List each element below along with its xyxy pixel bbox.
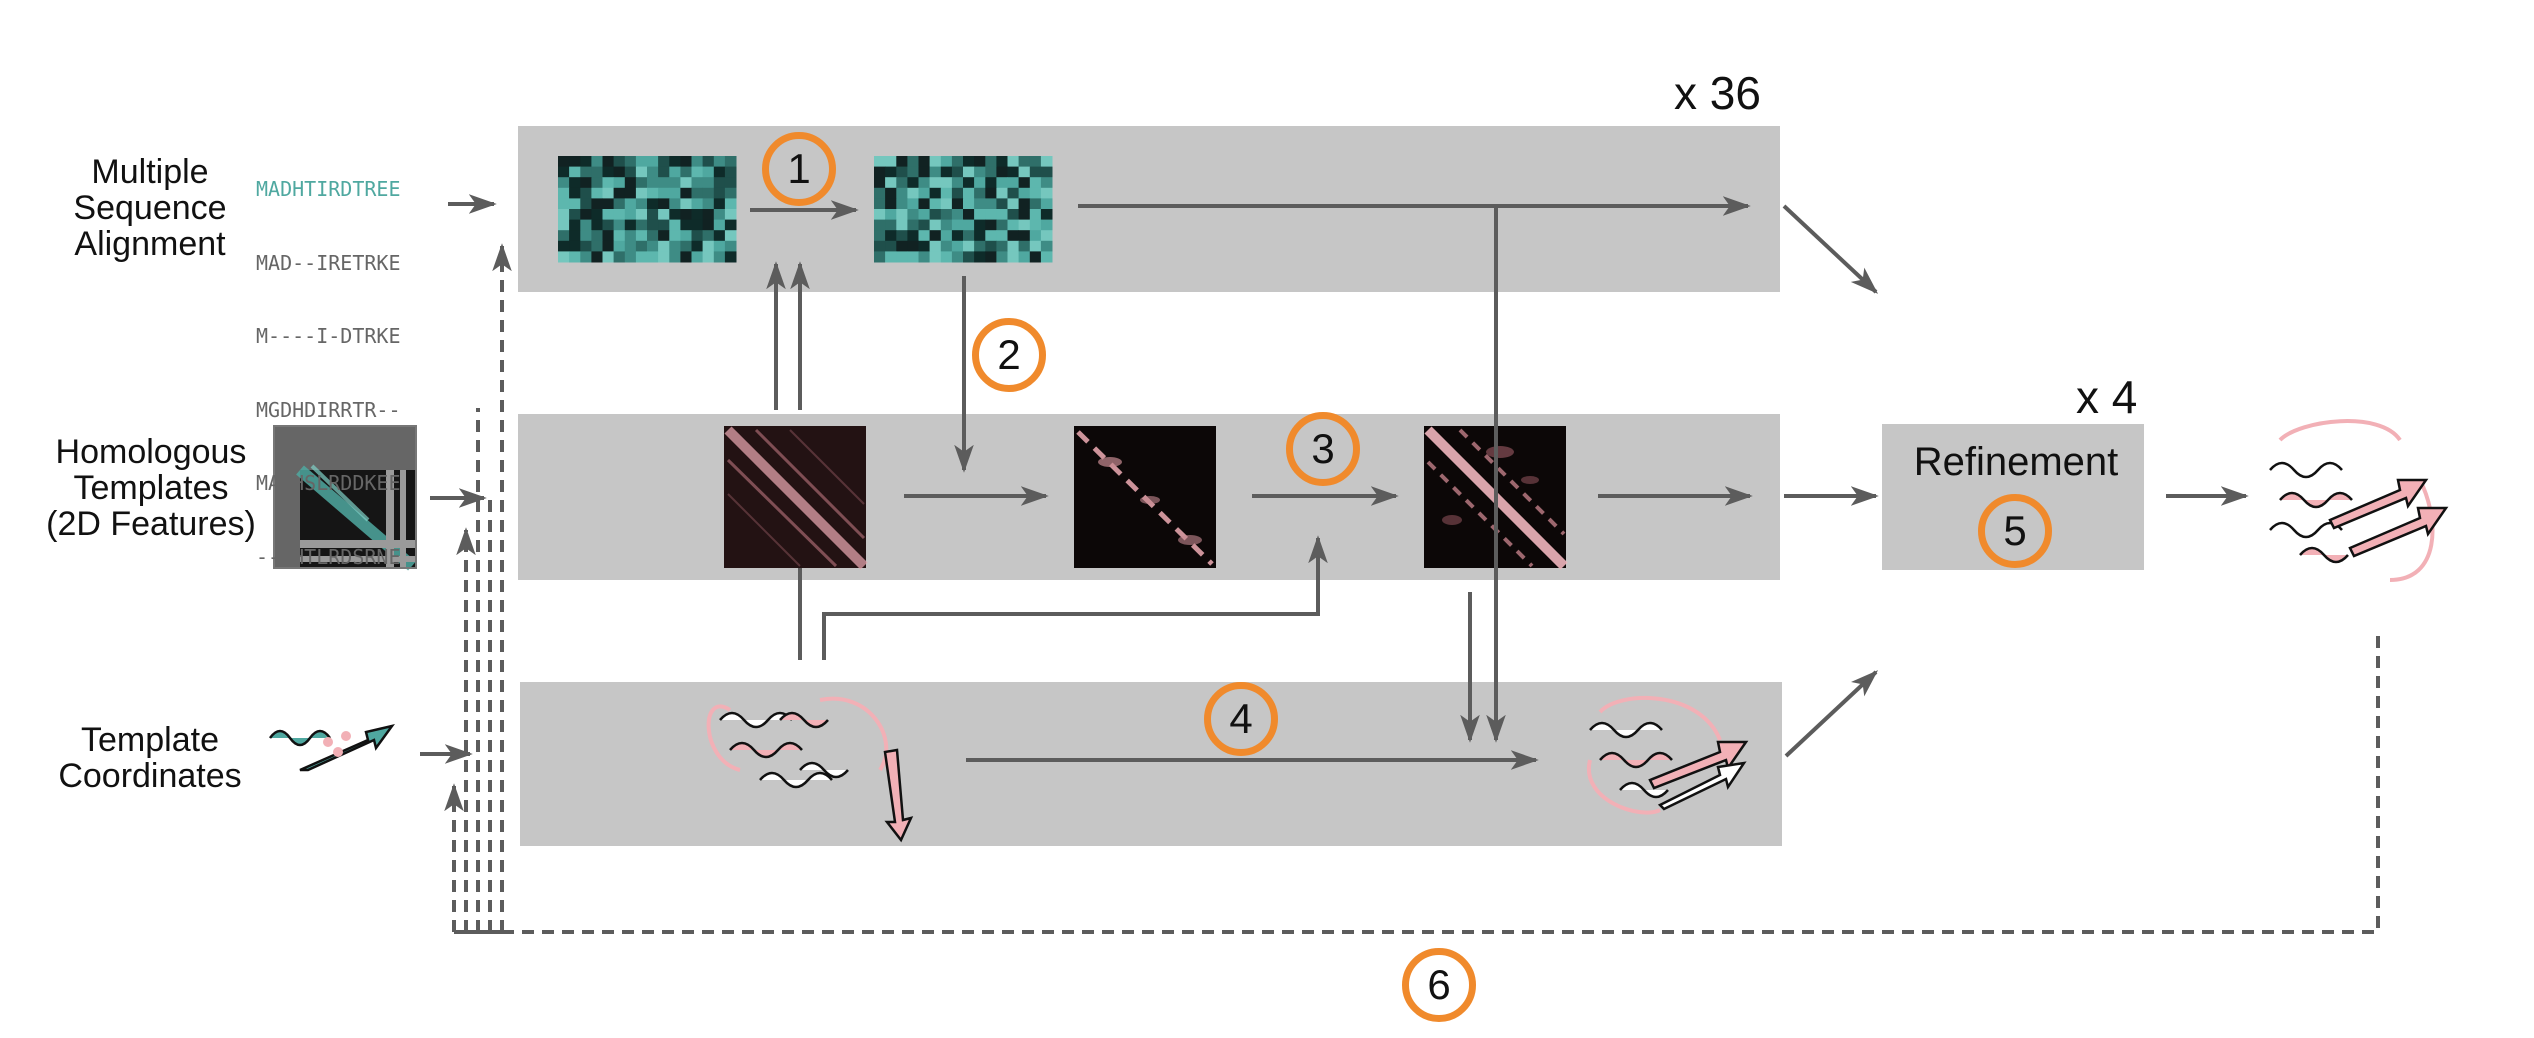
step-4-badge: 4 — [1204, 682, 1278, 756]
protein-ribbon-icon — [1586, 695, 1749, 815]
aligned-sequence: ---HTLRDSRNE — [256, 544, 401, 569]
aligned-sequence: MAD--IRETRKE — [256, 250, 401, 275]
step-2-badge: 2 — [972, 318, 1046, 392]
templates-label: Homologous Templates (2D Features) — [36, 434, 266, 542]
protein-ribbon-icon — [2269, 419, 2449, 582]
templates-label-line: Templates — [73, 469, 229, 507]
sequence-list: MADHTIRDTREE MAD--IRETRKE M----I-DTRKE M… — [256, 128, 401, 618]
template-2d-features-icon — [273, 425, 417, 571]
msa-label-line: Sequence — [73, 189, 227, 227]
query-sequence: MADHTIRDTREE — [256, 177, 401, 201]
step-6-badge: 6 — [1402, 948, 1476, 1022]
step-1-badge: 1 — [762, 132, 836, 206]
pair-map-icon — [1074, 426, 1216, 568]
step-5-badge: 5 — [1978, 494, 2052, 568]
msa-heatmap-icon — [874, 156, 1053, 263]
flow-arrows — [420, 194, 2249, 770]
step-3-badge: 3 — [1286, 412, 1360, 486]
msa-label: Multiple Sequence Alignment — [60, 154, 240, 262]
refinement-multiplier: x 4 — [2076, 371, 2138, 423]
coords-label-line: Coordinates — [58, 757, 242, 795]
protein-ribbon-icon — [268, 724, 395, 772]
pair-map-icon — [724, 426, 868, 570]
templates-label-line: (2D Features) — [46, 505, 256, 543]
templates-label-line: Homologous — [55, 433, 247, 471]
trunk-multiplier: x 36 — [1674, 67, 1761, 119]
aligned-sequence: MAEHSLRDDKEE — [256, 471, 401, 495]
aligned-sequence: M----I-DTRKE — [256, 324, 401, 348]
refinement-label: Refinement — [1913, 440, 2119, 484]
aligned-sequence: MGDHDIRRTR-- — [256, 397, 401, 422]
msa-label-line: Alignment — [74, 225, 226, 263]
msa-heatmap-icon — [558, 156, 737, 263]
protein-ribbon-icon — [706, 696, 914, 843]
coords-label: Template Coordinates — [40, 722, 260, 794]
recycle-arrows — [444, 243, 2380, 934]
msa-label-line: Multiple — [91, 153, 209, 191]
coords-label-line: Template — [81, 721, 219, 759]
